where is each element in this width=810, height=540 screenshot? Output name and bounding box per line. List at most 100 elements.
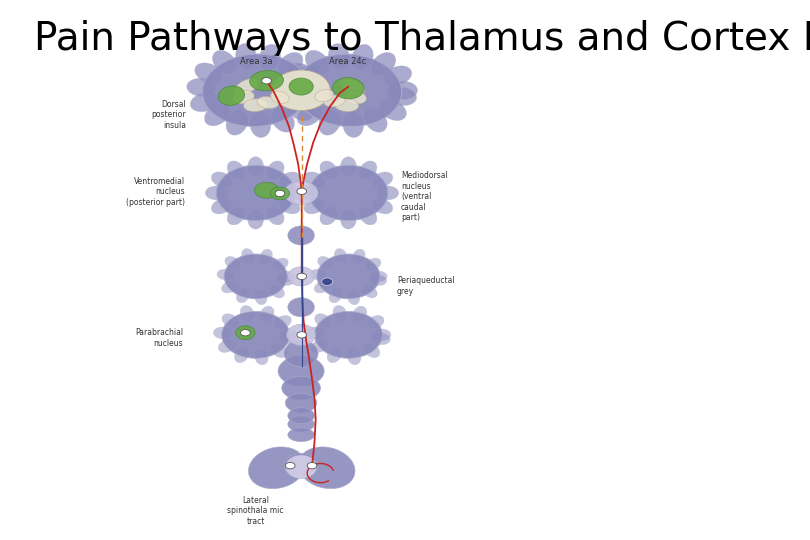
Ellipse shape — [333, 78, 364, 99]
Ellipse shape — [288, 408, 314, 424]
Ellipse shape — [309, 269, 326, 280]
Ellipse shape — [335, 248, 347, 263]
Ellipse shape — [373, 172, 393, 187]
Ellipse shape — [271, 91, 289, 104]
Ellipse shape — [298, 186, 320, 200]
Ellipse shape — [292, 66, 319, 85]
Ellipse shape — [352, 44, 373, 70]
Ellipse shape — [388, 81, 417, 99]
Text: Pain Pathways to Thalamus and Cortex II: Pain Pathways to Thalamus and Cortex II — [35, 20, 810, 58]
Ellipse shape — [279, 78, 309, 96]
Ellipse shape — [228, 207, 245, 225]
Ellipse shape — [377, 186, 399, 200]
Ellipse shape — [309, 165, 388, 220]
Text: Periaqueductal
grey: Periaqueductal grey — [397, 276, 454, 295]
Ellipse shape — [288, 417, 314, 431]
Ellipse shape — [324, 95, 345, 107]
Ellipse shape — [297, 332, 306, 338]
Ellipse shape — [347, 349, 361, 365]
Ellipse shape — [296, 81, 325, 99]
Ellipse shape — [211, 172, 232, 187]
Ellipse shape — [234, 347, 249, 363]
Ellipse shape — [222, 314, 238, 327]
Ellipse shape — [254, 349, 268, 365]
Ellipse shape — [249, 447, 305, 489]
Ellipse shape — [285, 393, 317, 413]
Ellipse shape — [318, 256, 333, 269]
Ellipse shape — [288, 298, 314, 317]
Ellipse shape — [213, 327, 232, 339]
Ellipse shape — [211, 199, 232, 214]
Ellipse shape — [236, 44, 257, 69]
Text: Area 3a: Area 3a — [240, 57, 273, 66]
Ellipse shape — [241, 248, 254, 263]
Ellipse shape — [353, 306, 367, 322]
Ellipse shape — [260, 249, 272, 264]
Ellipse shape — [335, 99, 359, 112]
Ellipse shape — [237, 288, 249, 303]
Ellipse shape — [249, 71, 284, 91]
Text: Ventromedial
nucleus
(posterior part): Ventromedial nucleus (posterior part) — [126, 177, 185, 207]
Ellipse shape — [248, 210, 263, 229]
Ellipse shape — [248, 157, 263, 176]
Ellipse shape — [370, 271, 387, 282]
Ellipse shape — [250, 112, 271, 138]
Ellipse shape — [217, 269, 234, 280]
Ellipse shape — [365, 258, 381, 271]
Ellipse shape — [317, 254, 380, 299]
Ellipse shape — [373, 199, 393, 214]
Ellipse shape — [314, 281, 330, 293]
Ellipse shape — [285, 455, 317, 478]
Ellipse shape — [278, 356, 324, 386]
Ellipse shape — [244, 99, 268, 112]
Ellipse shape — [266, 207, 284, 225]
Ellipse shape — [218, 86, 245, 105]
Ellipse shape — [282, 376, 321, 400]
Ellipse shape — [297, 273, 306, 280]
Ellipse shape — [273, 258, 288, 271]
Text: Area 24c: Area 24c — [329, 57, 366, 66]
Ellipse shape — [271, 343, 288, 357]
Ellipse shape — [304, 172, 325, 187]
Ellipse shape — [279, 333, 297, 345]
Ellipse shape — [288, 63, 315, 83]
Ellipse shape — [364, 343, 380, 357]
Ellipse shape — [234, 78, 258, 94]
Ellipse shape — [288, 267, 314, 286]
Ellipse shape — [360, 207, 377, 225]
Ellipse shape — [315, 90, 334, 102]
Ellipse shape — [329, 44, 349, 69]
Ellipse shape — [289, 78, 313, 95]
Ellipse shape — [364, 109, 387, 132]
Ellipse shape — [202, 54, 309, 126]
Ellipse shape — [271, 109, 295, 132]
Ellipse shape — [236, 326, 255, 340]
Ellipse shape — [232, 91, 254, 104]
Ellipse shape — [384, 66, 411, 85]
Ellipse shape — [218, 340, 236, 353]
Ellipse shape — [254, 183, 279, 198]
Ellipse shape — [287, 100, 313, 120]
Ellipse shape — [271, 187, 290, 200]
Ellipse shape — [311, 340, 328, 353]
Ellipse shape — [295, 87, 324, 105]
Ellipse shape — [262, 78, 271, 84]
Ellipse shape — [190, 92, 219, 112]
Ellipse shape — [275, 315, 292, 329]
Ellipse shape — [216, 165, 295, 220]
Ellipse shape — [380, 100, 407, 120]
Ellipse shape — [319, 110, 341, 135]
Ellipse shape — [212, 50, 237, 73]
Ellipse shape — [280, 329, 298, 341]
Ellipse shape — [266, 161, 284, 179]
Ellipse shape — [314, 314, 331, 327]
Ellipse shape — [277, 275, 294, 286]
Ellipse shape — [222, 312, 290, 358]
Text: Parabrachial
nucleus: Parabrachial nucleus — [134, 328, 183, 348]
Ellipse shape — [255, 290, 267, 305]
Ellipse shape — [306, 327, 324, 339]
Ellipse shape — [320, 207, 338, 225]
Ellipse shape — [279, 52, 303, 75]
Ellipse shape — [304, 199, 325, 214]
Ellipse shape — [295, 54, 402, 126]
